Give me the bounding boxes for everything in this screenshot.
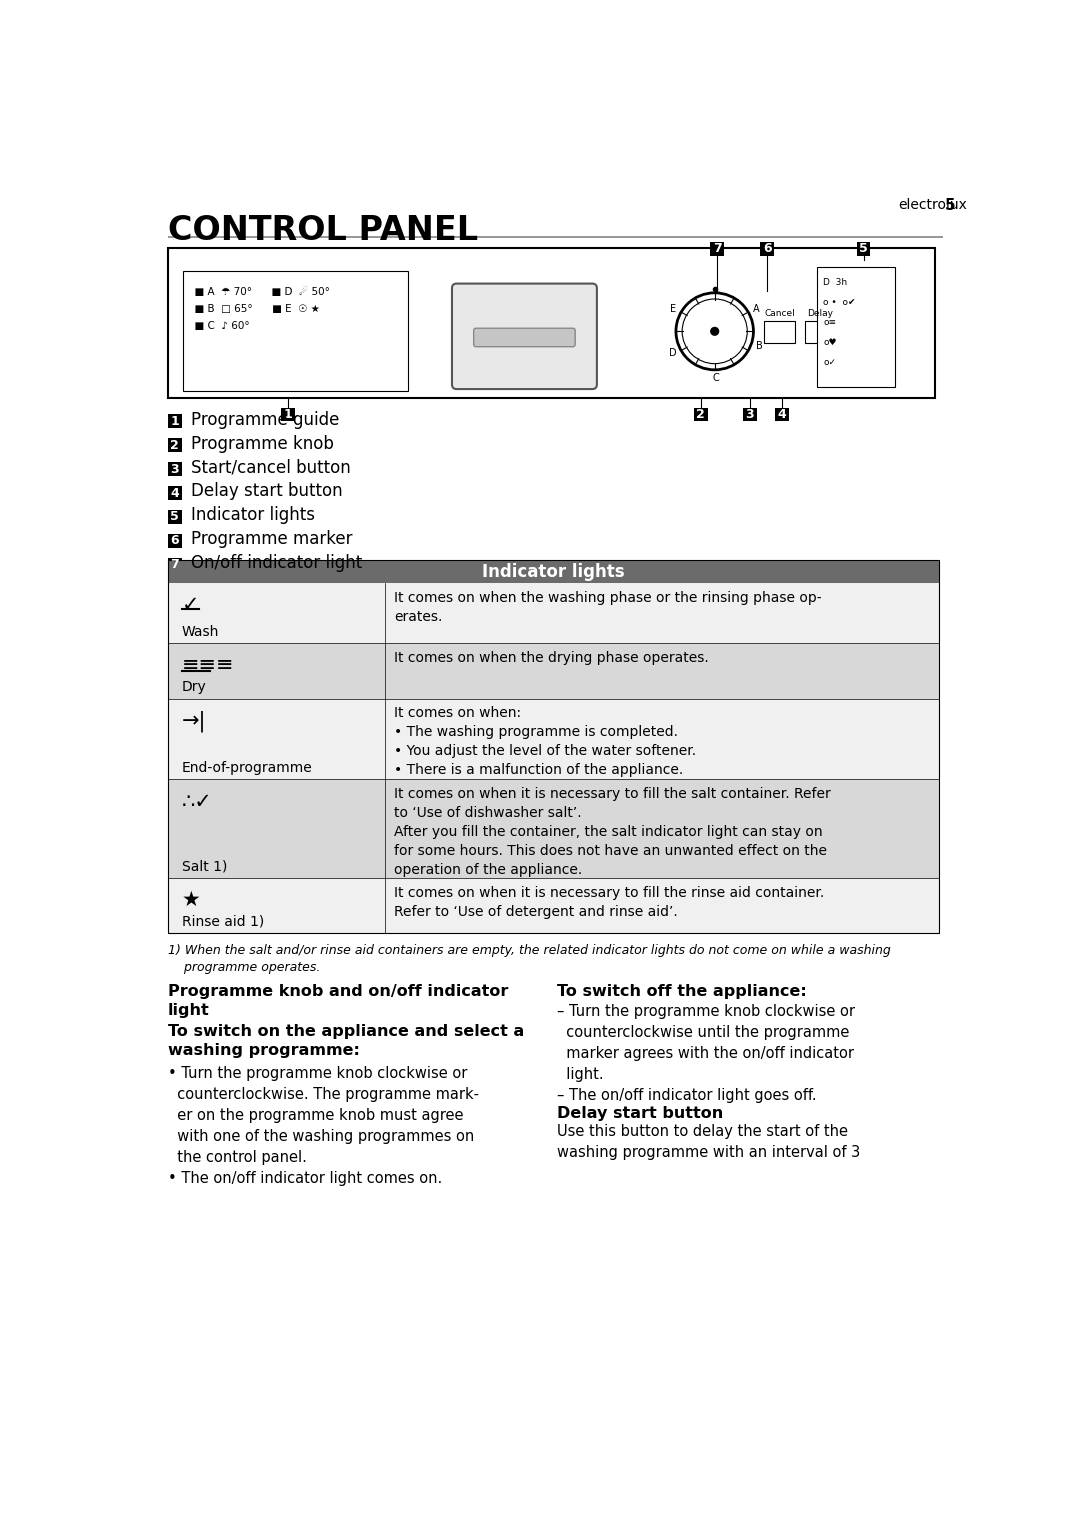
Text: ■ B  □ 65°      ■ E  ☉ ★: ■ B □ 65° ■ E ☉ ★ <box>188 304 320 313</box>
Text: 2: 2 <box>171 439 179 451</box>
Text: electrolux: electrolux <box>899 199 968 213</box>
Text: Rinse aid 1): Rinse aid 1) <box>181 914 264 928</box>
Text: 2: 2 <box>697 408 705 420</box>
Bar <box>760 242 774 255</box>
Bar <box>167 560 940 934</box>
Bar <box>765 321 795 342</box>
Bar <box>167 558 181 572</box>
Text: 5: 5 <box>171 511 179 523</box>
Text: ■ C  ♪ 60°: ■ C ♪ 60° <box>188 321 249 330</box>
Text: Indicator lights: Indicator lights <box>482 563 625 581</box>
Bar <box>167 583 940 644</box>
Text: To switch on the appliance and select a
washing programme:: To switch on the appliance and select a … <box>167 1024 524 1058</box>
Text: Salt 1): Salt 1) <box>181 859 227 873</box>
Bar <box>167 699 940 780</box>
Bar <box>167 439 181 453</box>
Bar <box>167 780 940 878</box>
Text: E: E <box>670 304 676 315</box>
Text: 6: 6 <box>764 243 772 255</box>
Bar <box>167 414 181 428</box>
Text: End-of-programme: End-of-programme <box>181 761 312 775</box>
Text: ≡≡≡: ≡≡≡ <box>181 656 234 676</box>
Bar <box>856 242 870 255</box>
Text: o •  o✔: o • o✔ <box>823 298 855 307</box>
Text: • Turn the programme knob clockwise or
  counterclockwise. The programme mark-
 : • Turn the programme knob clockwise or c… <box>167 1066 478 1187</box>
Text: Programme guide: Programme guide <box>191 411 339 428</box>
Text: 4: 4 <box>778 408 786 420</box>
Text: 7: 7 <box>713 243 721 255</box>
Text: Programme marker: Programme marker <box>191 531 352 549</box>
Text: D  3h: D 3h <box>823 278 848 287</box>
Bar <box>167 534 181 547</box>
Text: CONTROL PANEL: CONTROL PANEL <box>167 214 477 246</box>
Text: Use this button to delay the start of the
washing programme with an interval of : Use this button to delay the start of th… <box>557 1124 861 1161</box>
Bar <box>167 235 943 239</box>
Text: On/off indicator light: On/off indicator light <box>191 553 362 572</box>
Text: D: D <box>670 349 677 358</box>
Bar <box>693 408 707 422</box>
Text: 1: 1 <box>283 408 292 420</box>
Text: It comes on when the washing phase or the rinsing phase op-
erates.: It comes on when the washing phase or th… <box>394 590 822 624</box>
Bar <box>167 878 940 934</box>
Text: 4: 4 <box>171 486 179 500</box>
Text: A: A <box>753 304 759 315</box>
Bar <box>167 462 181 476</box>
Bar <box>816 268 894 387</box>
Text: →|: →| <box>181 711 206 732</box>
Text: Wash: Wash <box>181 624 219 639</box>
Text: Dry: Dry <box>181 680 206 694</box>
Text: B: B <box>756 341 764 350</box>
Text: 3: 3 <box>171 463 179 476</box>
Bar <box>710 242 724 255</box>
FancyBboxPatch shape <box>451 283 597 388</box>
Text: ★: ★ <box>181 890 200 910</box>
Bar <box>281 408 295 422</box>
Text: It comes on when it is necessary to fill the rinse aid container.
Refer to ‘Use : It comes on when it is necessary to fill… <box>394 885 824 919</box>
Text: Start/cancel button: Start/cancel button <box>191 459 351 477</box>
Text: Programme knob and on/off indicator
light: Programme knob and on/off indicator ligh… <box>167 985 508 1018</box>
Text: ∴✓: ∴✓ <box>181 792 213 812</box>
Text: o≡: o≡ <box>823 318 836 327</box>
Bar <box>183 271 408 390</box>
Text: Delay: Delay <box>807 309 833 318</box>
Bar <box>167 486 181 500</box>
Bar <box>167 644 940 699</box>
Bar <box>167 511 181 524</box>
Text: Delay start button: Delay start button <box>557 1105 724 1121</box>
Circle shape <box>711 327 718 335</box>
Text: Delay start button: Delay start button <box>191 483 342 500</box>
Bar <box>167 248 935 399</box>
Text: C: C <box>713 373 719 384</box>
Text: It comes on when:
• The washing programme is completed.
• You adjust the level o: It comes on when: • The washing programm… <box>394 706 696 777</box>
Text: 5: 5 <box>859 243 868 255</box>
Text: 7: 7 <box>171 558 179 572</box>
Text: It comes on when the drying phase operates.: It comes on when the drying phase operat… <box>394 651 708 665</box>
Bar <box>805 321 836 342</box>
Text: o✓: o✓ <box>823 358 836 367</box>
Text: 3: 3 <box>745 408 754 420</box>
Text: 6: 6 <box>171 534 179 547</box>
FancyBboxPatch shape <box>474 329 576 347</box>
Bar <box>167 560 940 583</box>
Text: It comes on when it is necessary to fill the salt container. Refer
to ‘Use of di: It comes on when it is necessary to fill… <box>394 787 831 878</box>
Text: Indicator lights: Indicator lights <box>191 506 314 524</box>
Text: To switch off the appliance:: To switch off the appliance: <box>557 985 807 1000</box>
Text: 1) When the salt and/or rinse aid containers are empty, the related indicator li: 1) When the salt and/or rinse aid contai… <box>167 945 890 974</box>
Text: Programme knob: Programme knob <box>191 434 334 453</box>
Text: – Turn the programme knob clockwise or
  counterclockwise until the programme
  : – Turn the programme knob clockwise or c… <box>557 1005 855 1104</box>
Text: 1: 1 <box>171 414 179 428</box>
Text: o♥: o♥ <box>823 338 837 347</box>
Text: Cancel: Cancel <box>765 309 795 318</box>
Text: ✓: ✓ <box>181 595 199 616</box>
Bar <box>775 408 789 422</box>
Bar <box>743 408 757 422</box>
Text: 5: 5 <box>944 199 955 213</box>
Text: ■ A  ☂ 70°      ■ D  ☄ 50°: ■ A ☂ 70° ■ D ☄ 50° <box>188 286 329 297</box>
